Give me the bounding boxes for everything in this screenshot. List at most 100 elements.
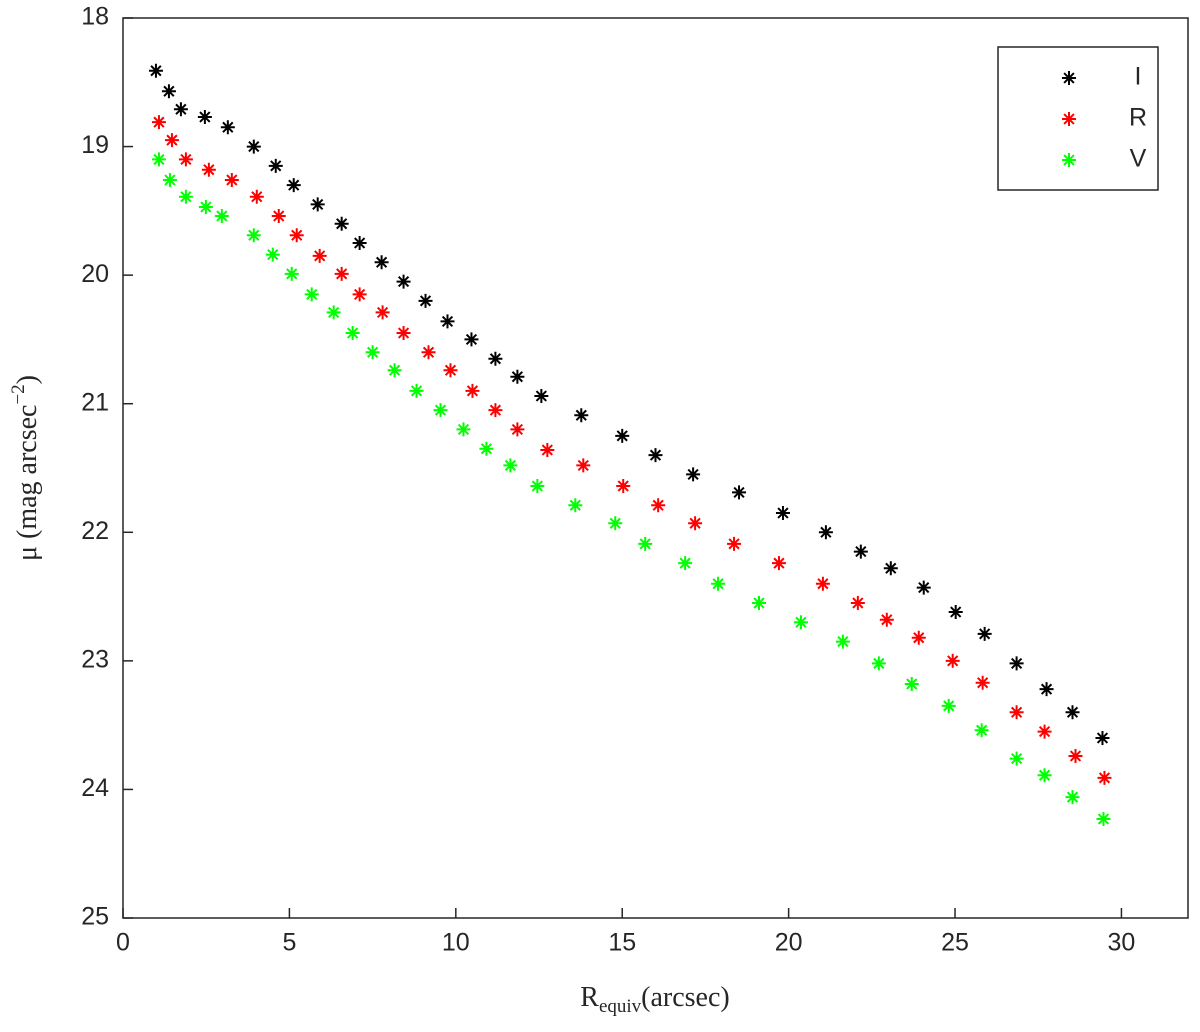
x-label-rest: (arcsec) bbox=[641, 982, 730, 1013]
data-point bbox=[530, 479, 545, 493]
data-point bbox=[651, 498, 666, 513]
data-point bbox=[289, 228, 304, 243]
data-point bbox=[464, 332, 479, 347]
data-point bbox=[576, 458, 591, 473]
data-point bbox=[1095, 731, 1110, 745]
x-tick-label: 0 bbox=[116, 929, 130, 957]
data-point bbox=[433, 403, 448, 418]
data-point bbox=[164, 133, 179, 148]
data-point bbox=[488, 403, 503, 418]
data-point bbox=[1065, 790, 1080, 805]
data-point bbox=[418, 293, 433, 308]
data-point bbox=[686, 467, 701, 482]
data-point bbox=[1037, 768, 1052, 783]
data-point bbox=[853, 544, 868, 559]
data-point bbox=[304, 287, 319, 302]
data-point bbox=[1009, 705, 1024, 720]
data-point bbox=[615, 428, 630, 443]
data-point bbox=[911, 630, 926, 645]
data-point bbox=[815, 576, 830, 591]
data-point bbox=[396, 326, 411, 340]
x-label-sub: equiv bbox=[599, 996, 642, 1017]
data-point bbox=[732, 485, 747, 500]
legend-marker bbox=[1062, 112, 1076, 126]
data-point bbox=[941, 698, 956, 713]
data-point bbox=[904, 677, 919, 691]
data-point bbox=[352, 236, 367, 250]
data-point bbox=[312, 248, 327, 263]
data-point bbox=[916, 580, 931, 595]
data-point bbox=[879, 612, 894, 627]
data-point bbox=[608, 516, 623, 531]
data-point bbox=[479, 441, 494, 456]
data-point bbox=[197, 110, 212, 124]
data-point bbox=[1009, 656, 1024, 671]
data-point bbox=[201, 162, 216, 177]
data-point bbox=[456, 422, 471, 437]
data-point bbox=[178, 189, 193, 204]
y-tick-label: 22 bbox=[81, 517, 109, 545]
data-point bbox=[711, 576, 726, 591]
data-point bbox=[151, 152, 166, 167]
data-point bbox=[727, 536, 742, 551]
data-point bbox=[793, 615, 808, 630]
y-tick-label: 19 bbox=[81, 131, 109, 159]
data-point bbox=[162, 173, 177, 187]
data-point bbox=[246, 139, 261, 154]
data-point bbox=[387, 363, 402, 378]
data-point bbox=[1009, 751, 1024, 766]
data-point bbox=[440, 314, 455, 329]
data-point bbox=[214, 209, 229, 223]
y-tick-label: 24 bbox=[81, 774, 109, 802]
data-point bbox=[465, 383, 480, 398]
data-point bbox=[151, 115, 166, 130]
data-point bbox=[173, 102, 188, 117]
x-tick-label: 20 bbox=[775, 929, 803, 957]
data-point bbox=[945, 653, 960, 668]
y-axis-label: μ (mag arcsec−2) bbox=[8, 375, 43, 561]
y-tick-label: 23 bbox=[81, 645, 109, 673]
y-tick-label: 18 bbox=[81, 3, 109, 31]
data-point bbox=[850, 596, 865, 610]
y-tick-label: 21 bbox=[81, 388, 109, 416]
y-tick-label: 20 bbox=[81, 260, 109, 288]
data-point bbox=[871, 656, 886, 671]
data-point bbox=[1039, 682, 1054, 697]
data-point bbox=[375, 305, 390, 320]
x-tick-label: 5 bbox=[282, 929, 296, 957]
y-tick-label: 25 bbox=[81, 903, 109, 931]
data-point bbox=[503, 458, 518, 473]
data-point bbox=[510, 369, 525, 384]
data-point bbox=[752, 596, 767, 610]
data-point bbox=[178, 152, 193, 167]
data-point bbox=[396, 274, 411, 289]
data-point bbox=[421, 345, 436, 360]
x-label-base: R bbox=[580, 982, 599, 1013]
data-point bbox=[638, 536, 653, 551]
data-point bbox=[977, 626, 992, 641]
x-tick-label: 15 bbox=[608, 929, 636, 957]
data-point bbox=[161, 84, 176, 99]
data-point bbox=[198, 200, 213, 214]
data-point bbox=[345, 326, 360, 340]
data-point bbox=[818, 525, 833, 540]
data-point bbox=[268, 158, 283, 173]
data-point bbox=[249, 189, 264, 204]
data-point bbox=[220, 120, 235, 135]
data-point bbox=[975, 675, 990, 690]
x-axis-label: Requiv(arcsec) bbox=[580, 982, 730, 1017]
data-point bbox=[271, 209, 286, 223]
data-point bbox=[265, 247, 280, 262]
legend-label: R bbox=[1129, 104, 1147, 132]
data-point bbox=[974, 723, 989, 738]
data-point bbox=[574, 408, 589, 423]
data-point bbox=[534, 389, 549, 403]
data-point bbox=[688, 516, 703, 531]
y-label-sup: −2 bbox=[8, 384, 29, 404]
data-point bbox=[488, 351, 503, 366]
data-point bbox=[148, 63, 163, 78]
data-point bbox=[1096, 812, 1111, 826]
data-point bbox=[1065, 705, 1080, 720]
legend-label: V bbox=[1130, 145, 1147, 173]
legend-marker bbox=[1062, 71, 1076, 85]
